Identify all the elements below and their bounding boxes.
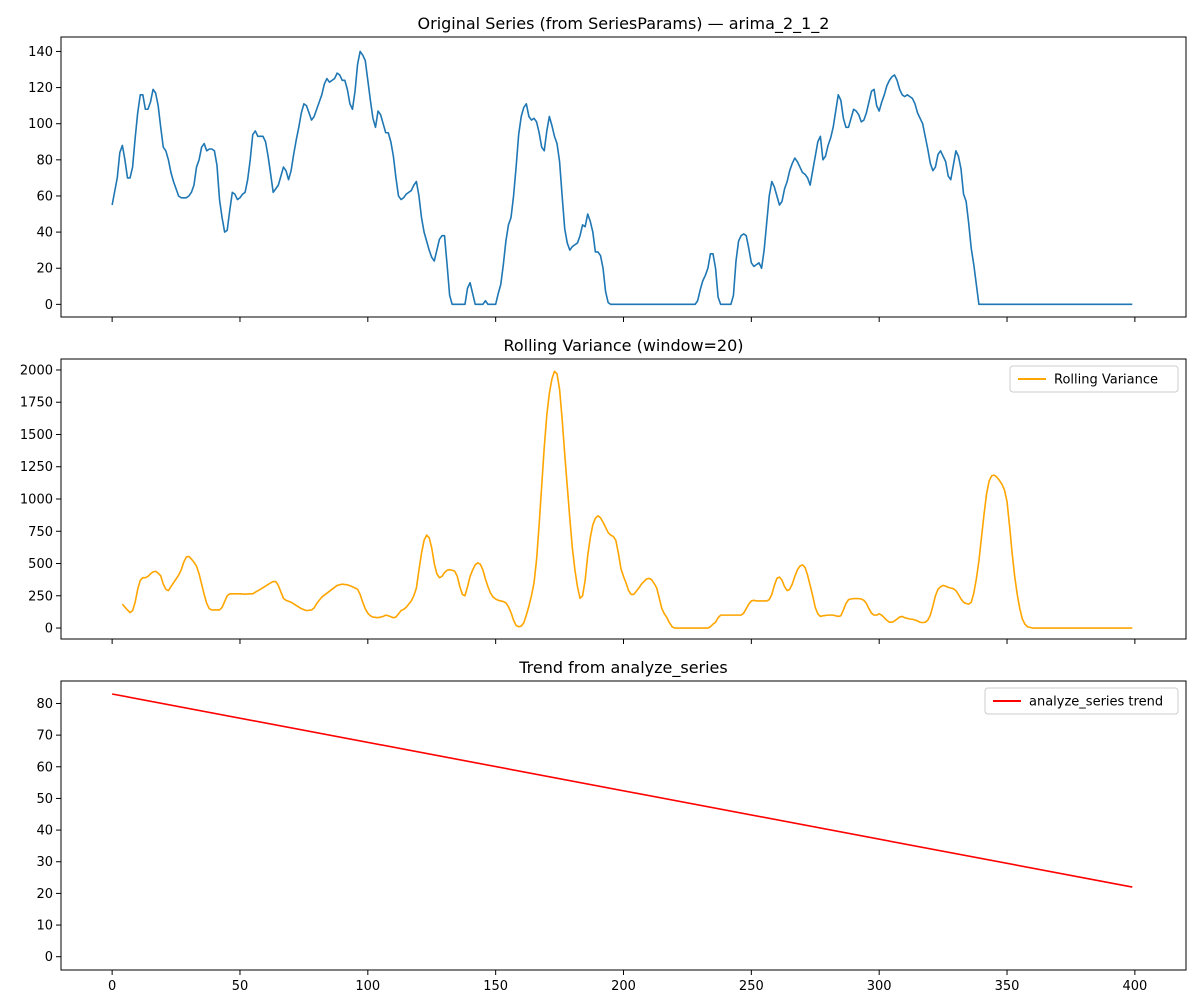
y-tick-label: 10 bbox=[36, 919, 53, 934]
y-tick-label: 50 bbox=[36, 792, 53, 807]
axes-frame bbox=[60, 36, 1187, 318]
series-line-1 bbox=[111, 50, 1133, 306]
legend-label: Rolling Variance bbox=[1054, 373, 1158, 388]
legend-box bbox=[1009, 365, 1179, 393]
chart-title: Original Series (from SeriesParams) — ar… bbox=[418, 14, 830, 34]
y-tick-label: 40 bbox=[36, 824, 53, 839]
series-line-1 bbox=[121, 370, 1133, 629]
y-tick-label: 500 bbox=[28, 557, 53, 572]
y-tick-label: 60 bbox=[36, 760, 53, 775]
y-tick-label: 60 bbox=[36, 189, 53, 204]
y-tick-label: 1000 bbox=[20, 493, 53, 508]
legend-box bbox=[984, 687, 1179, 715]
y-tick-label: 80 bbox=[36, 153, 53, 168]
y-tick-label: 250 bbox=[28, 589, 53, 604]
x-tick-label: 200 bbox=[611, 979, 636, 994]
y-tick-label: 750 bbox=[28, 525, 53, 540]
y-tick-label: 1250 bbox=[20, 460, 53, 475]
x-tick-label: 100 bbox=[355, 979, 380, 994]
y-tick-label: 70 bbox=[36, 729, 53, 744]
y-tick-label: 20 bbox=[36, 887, 53, 902]
axes-frame bbox=[60, 680, 1187, 971]
y-tick-label: 0 bbox=[45, 622, 53, 637]
y-tick-label: 20 bbox=[36, 262, 53, 277]
y-tick-label: 120 bbox=[28, 81, 53, 96]
chart-panel-2: Rolling Variance (window=20) 0 250 500 750 10… bbox=[20, 336, 1187, 644]
y-tick-label: 0 bbox=[45, 298, 53, 313]
axes-frame bbox=[60, 358, 1187, 640]
y-tick-label: 100 bbox=[28, 117, 53, 132]
y-tick-label: 1750 bbox=[20, 396, 53, 411]
y-tick-label: 0 bbox=[45, 950, 53, 965]
x-tick-label: 150 bbox=[483, 979, 508, 994]
y-tick-label: 40 bbox=[36, 226, 53, 241]
chart-panel-3: Trend from analyze_series 0 10 20 30 40 50 60 70… bbox=[36, 658, 1187, 994]
chart-title: Rolling Variance (window=20) bbox=[503, 336, 743, 355]
x-tick-label: 0 bbox=[108, 979, 116, 994]
y-tick-label: 80 bbox=[36, 697, 53, 712]
x-tick-label: 300 bbox=[867, 979, 892, 994]
x-tick-label: 400 bbox=[1122, 979, 1147, 994]
y-tick-label: 2000 bbox=[20, 363, 53, 378]
x-tick-label: 350 bbox=[995, 979, 1020, 994]
y-tick-label: 140 bbox=[28, 45, 53, 60]
x-tick-label: 250 bbox=[739, 979, 764, 994]
x-tick-label: 50 bbox=[232, 979, 249, 994]
legend: analyze_series trend bbox=[984, 687, 1179, 715]
legend-label: analyze_series trend bbox=[1029, 695, 1163, 710]
y-tick-label: 30 bbox=[36, 855, 53, 870]
chart-panel-1: Original Series (from SeriesParams) — ar… bbox=[28, 14, 1187, 322]
chart-title: Trend from analyze_series bbox=[518, 658, 727, 678]
y-tick-label: 1500 bbox=[20, 428, 53, 443]
legend: Rolling Variance bbox=[1009, 365, 1179, 393]
series-line-1 bbox=[111, 693, 1133, 888]
